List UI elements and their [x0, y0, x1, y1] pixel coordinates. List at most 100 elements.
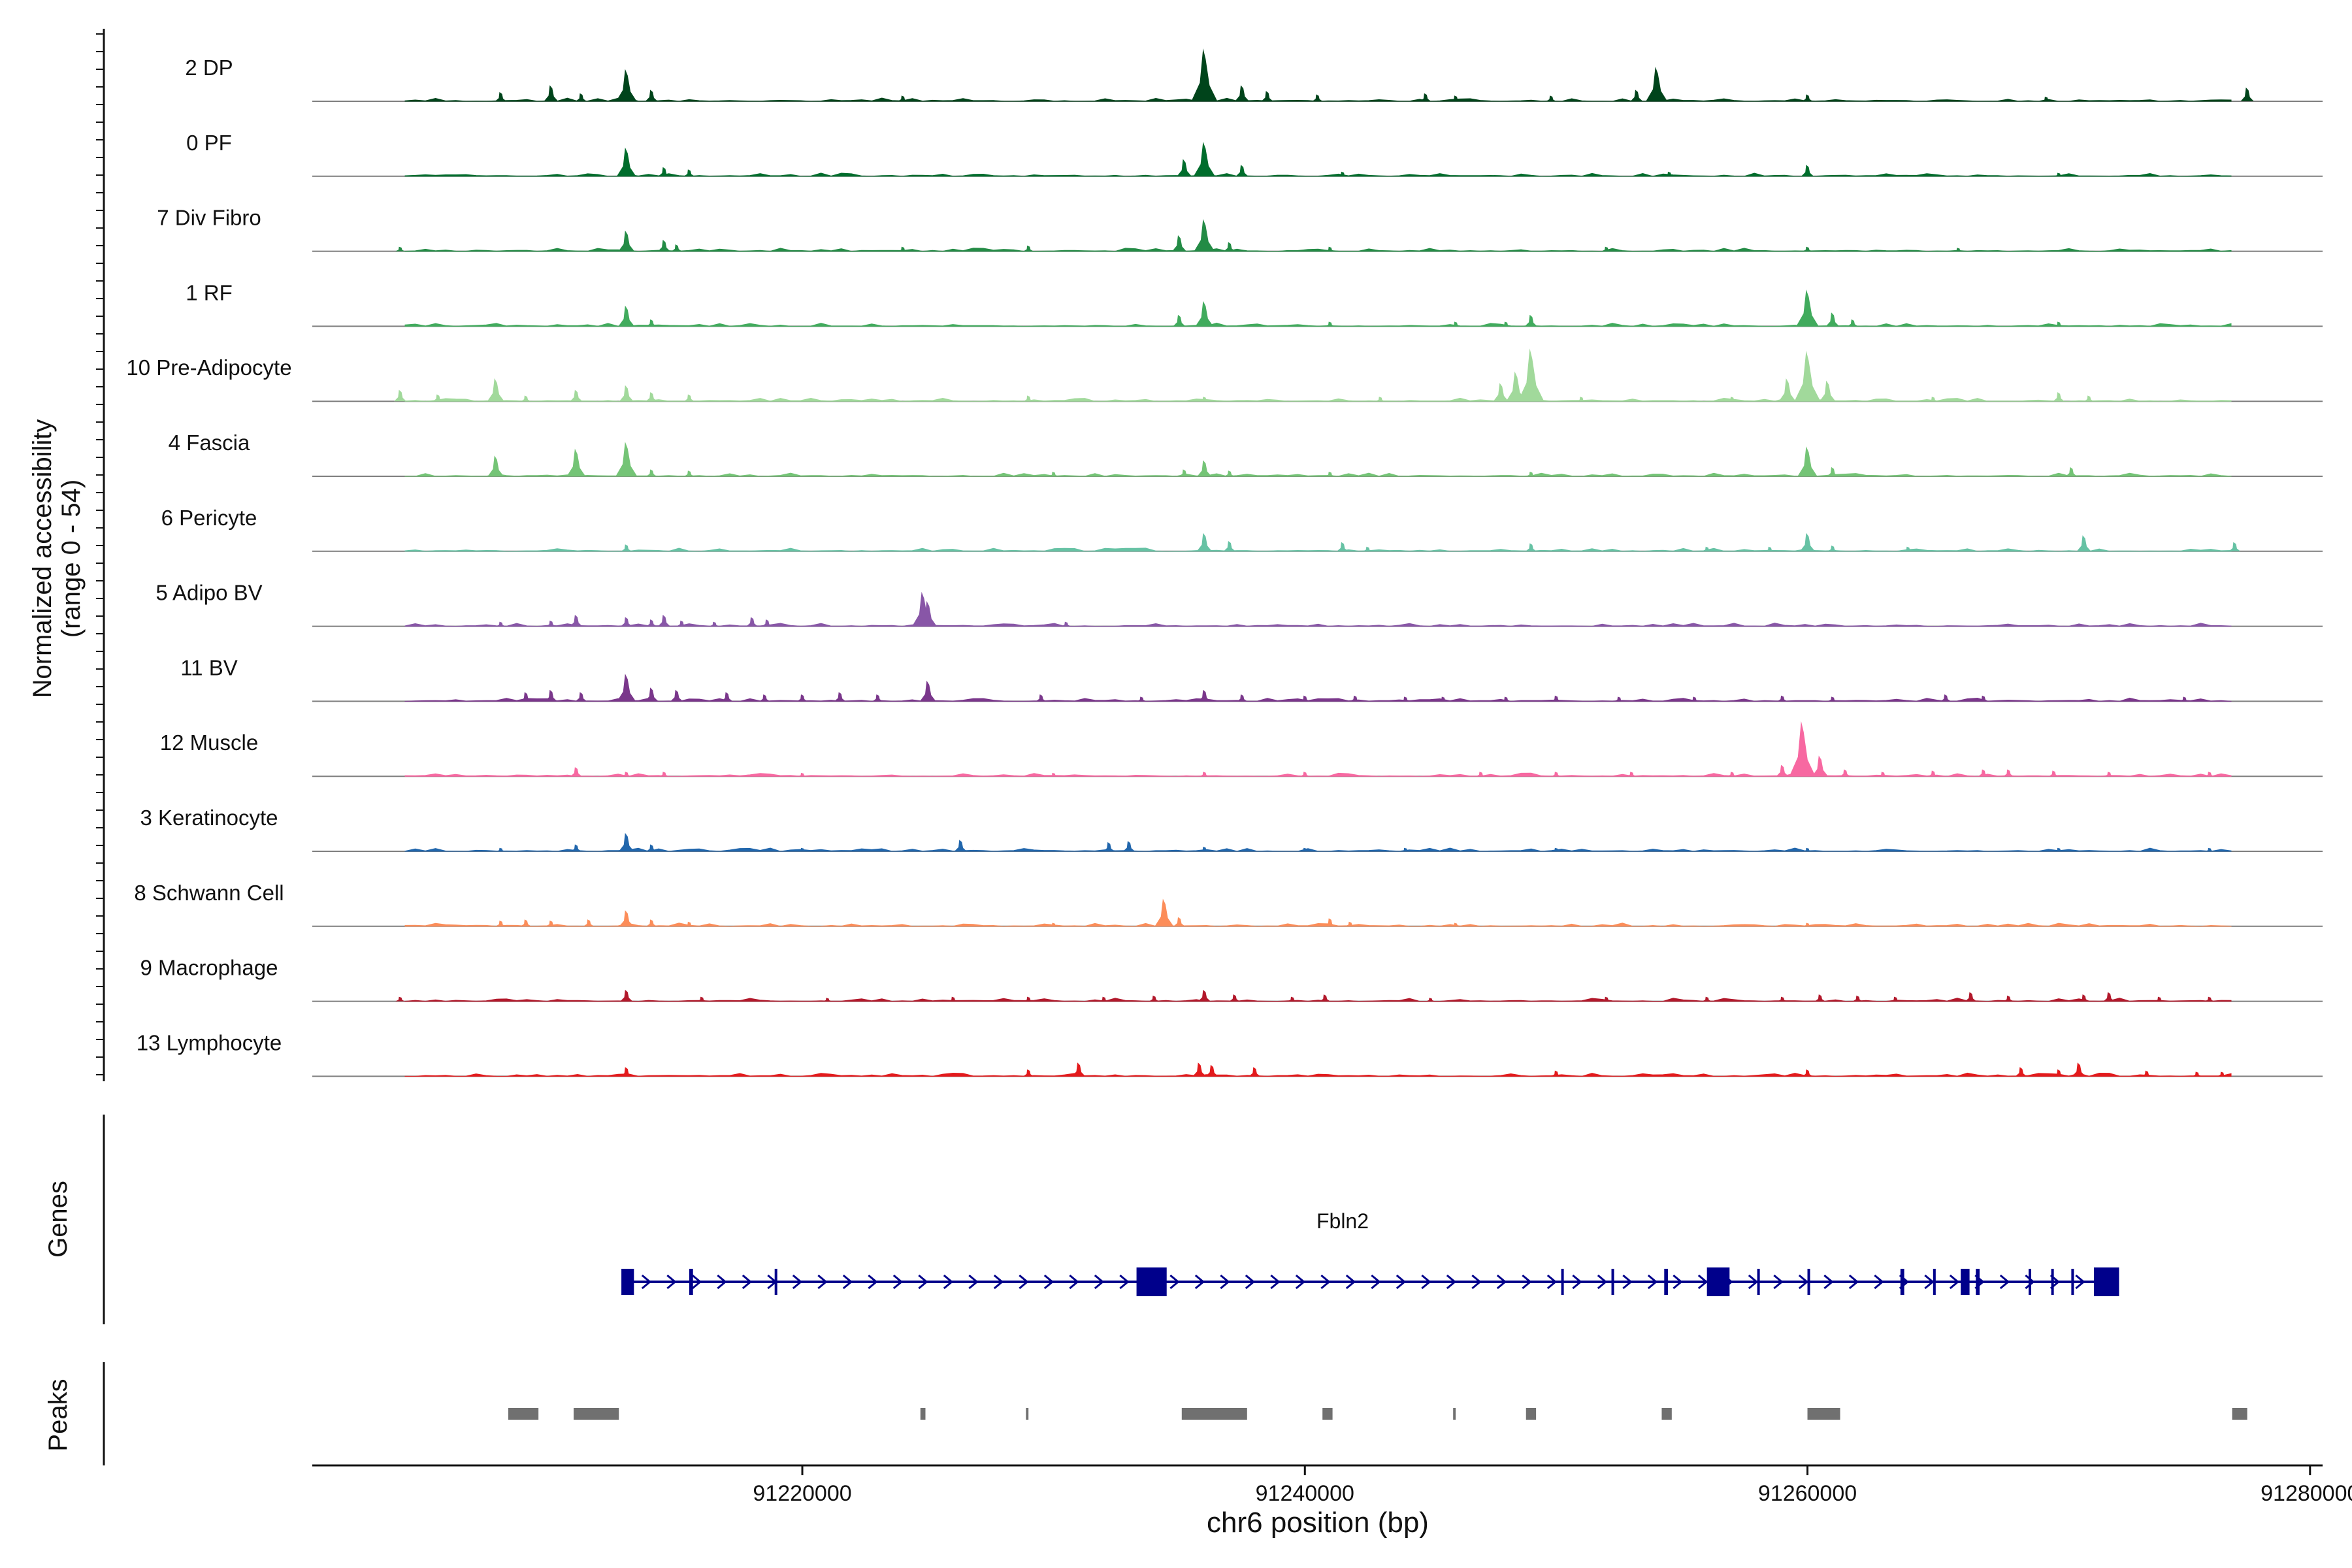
track-peak [684, 921, 694, 926]
gene-exon [1757, 1269, 1760, 1295]
peak-region [1453, 1408, 1456, 1420]
track-peak [1506, 371, 1526, 402]
track-peak [1023, 1069, 1034, 1077]
track-peak [1601, 246, 1612, 252]
track-background-signal [404, 1072, 2232, 1077]
peak-region [508, 1408, 539, 1420]
track-background-signal [404, 847, 2232, 852]
track-peak [2083, 395, 2094, 402]
gene-strand-arrow [993, 1274, 1004, 1290]
track-peak [1261, 91, 1273, 101]
track-peak [1551, 1070, 1561, 1077]
track-peak [1049, 772, 1058, 777]
gene-strand-arrow [1597, 1274, 1608, 1290]
track-peak [684, 470, 694, 476]
track-peak [618, 305, 635, 327]
track-peak [2217, 1071, 2227, 1077]
track-peak [823, 998, 832, 1002]
track-peak [1978, 695, 1989, 702]
track-peak [1524, 314, 1537, 327]
track-peak [2072, 1062, 2086, 1077]
gene-strand-arrow [1094, 1274, 1105, 1290]
track-peak [1878, 772, 1888, 777]
gene-strand-arrow [1446, 1274, 1457, 1290]
track-peak [671, 244, 682, 252]
track-peak [1664, 171, 1674, 176]
track-peak [1546, 95, 1556, 101]
track-peak [1420, 93, 1431, 101]
gene-strand-arrow [1169, 1274, 1180, 1290]
track-peak [646, 469, 657, 476]
x-tick-label: 91220000 [753, 1481, 851, 1506]
track-peak [1690, 696, 1699, 702]
track-peak [2053, 392, 2065, 402]
track-peak [2229, 542, 2241, 551]
track-peak [1197, 460, 1212, 476]
track-label: 6 Pericyte [161, 506, 257, 530]
gene-strand-arrow [1295, 1274, 1306, 1290]
gene-strand-arrow [1245, 1274, 1256, 1290]
gene-strand-arrow [1848, 1274, 1859, 1290]
track-peak [1827, 546, 1838, 551]
gene-strand-arrow [918, 1274, 928, 1290]
gene-strand-arrow [1999, 1274, 2010, 1290]
gene-strand-arrow [717, 1274, 727, 1290]
track-peak [1820, 380, 1836, 402]
track-peak [834, 692, 846, 702]
track-peak [615, 442, 638, 476]
track-peak [898, 246, 908, 252]
gene-strand-arrow [1773, 1274, 1784, 1290]
gene-exon [2028, 1269, 2031, 1295]
gene-exon [2051, 1269, 2054, 1295]
track-peak [1799, 532, 1816, 551]
track-peak [1229, 994, 1240, 1002]
track-peak [1777, 695, 1788, 702]
track-peak [521, 395, 531, 402]
peak-region [1322, 1408, 1333, 1420]
track-peak [2053, 1069, 2065, 1077]
track-peak [395, 996, 405, 1002]
track-peak [2078, 994, 2089, 1002]
track-peak [646, 919, 657, 926]
gene-strand-arrow [1471, 1274, 1482, 1290]
track-peak [546, 620, 557, 627]
gene-strand-arrow [1043, 1274, 1054, 1290]
track-peak [621, 772, 632, 777]
track-peak [1614, 696, 1624, 702]
track-peak [1061, 621, 1071, 627]
track-peak [1827, 466, 1838, 476]
track-background-signal [404, 322, 2232, 327]
track-peak [659, 772, 669, 777]
track-peak [1136, 696, 1147, 702]
gene-strand-arrow [1396, 1274, 1407, 1290]
track-peak [658, 615, 670, 627]
track-peak [1350, 695, 1360, 702]
track-peak [1205, 1064, 1218, 1077]
track-peak [1173, 314, 1186, 327]
peak-region [1181, 1408, 1247, 1420]
track-peak [1450, 321, 1461, 327]
gene-exon [689, 1269, 693, 1295]
track-peak [646, 844, 657, 851]
track-peak [496, 847, 506, 851]
track-label: 0 PF [186, 131, 232, 155]
track-peak [1249, 1067, 1261, 1077]
gene-strand-arrow [1371, 1274, 1381, 1290]
track-peak [616, 69, 637, 101]
track-peak [1551, 695, 1561, 702]
gene-strand-arrow [691, 1274, 702, 1290]
gene-strand-arrow [1194, 1274, 1205, 1290]
track-peak [1727, 397, 1737, 402]
track-peak [1978, 769, 1989, 777]
gene-strand-arrow [943, 1274, 954, 1290]
track-0-pf: 0 PF [186, 131, 2323, 177]
track-peak [1852, 995, 1863, 1002]
track-peak [1375, 397, 1386, 402]
track-peak [1812, 755, 1829, 777]
track-peak [433, 394, 444, 402]
track-peak [1526, 543, 1537, 551]
track-peak [1646, 67, 1668, 101]
track-4-fascia: 4 Fascia [169, 431, 2323, 477]
track-10-pre-adipocyte: 10 Pre-Adipocyte [126, 348, 2323, 402]
x-tick-label: 91260000 [1758, 1481, 1857, 1506]
